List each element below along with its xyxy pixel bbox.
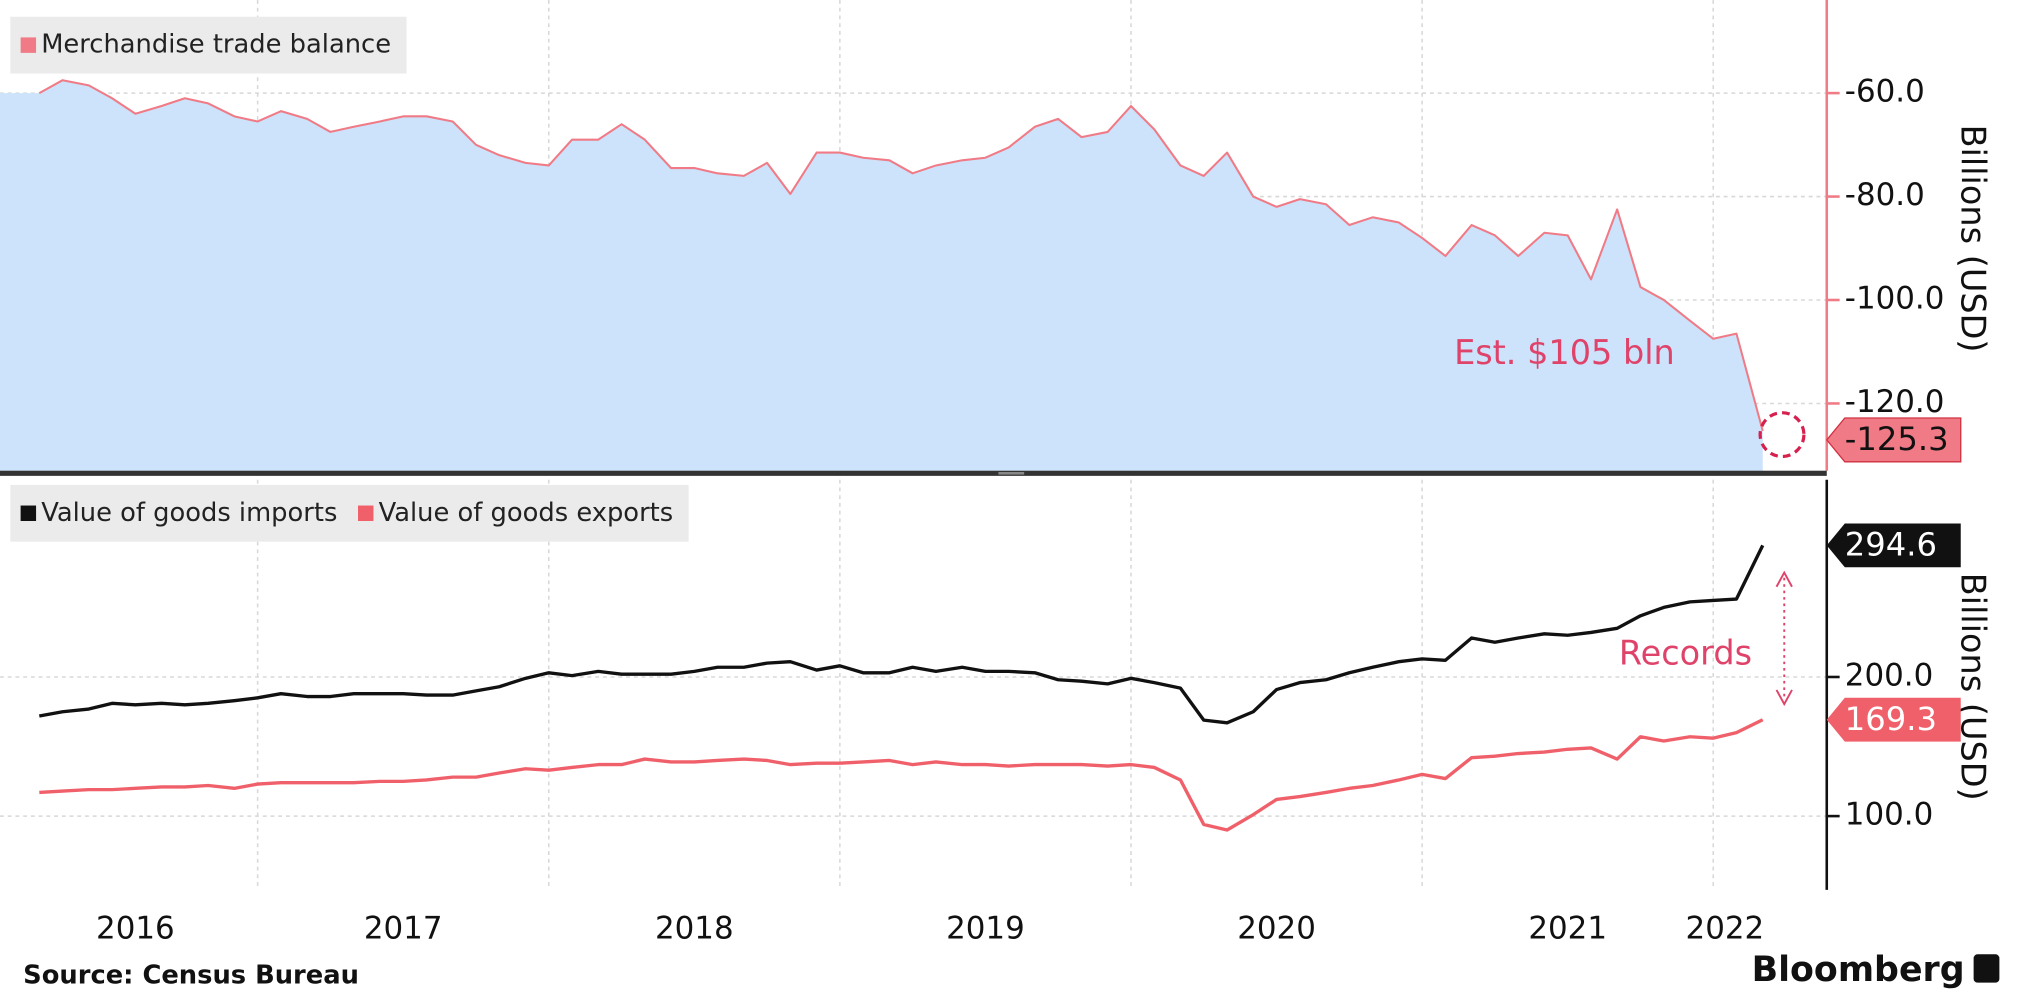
legend-background [10,484,689,542]
panel-divider [0,470,1827,476]
legend-swatch [20,505,37,522]
x-tick-label: 2022 [1686,910,1765,946]
line [38,79,1764,432]
annotation: Est. $105 bln [1454,333,1675,372]
brand-logo [1973,954,2000,983]
value-tag [1826,697,1961,742]
brand: Bloomberg [1752,950,1965,990]
y-tick-label: -120.0 [1845,384,1945,420]
legend-background [10,16,407,74]
area [0,80,1763,471]
arrow-head [1775,570,1793,707]
legend-swatch [358,505,374,522]
x-tick-label: 2019 [946,910,1025,946]
legend-label: Value of goods exports [379,498,674,528]
highlight-circle [1758,411,1806,459]
value-tag [1826,523,1961,568]
x-tick-label: 2017 [364,910,443,946]
y-tick-label: -80.0 [1845,177,1925,213]
legend-label: Merchandise trade balance [41,30,391,60]
y-tick-label: 200.0 [1845,657,1933,693]
line [38,544,1765,725]
y-tick-label: -100.0 [1845,280,1945,316]
value-label: -125.3 [1845,420,1949,458]
legend-swatch [20,37,37,53]
line [39,718,1764,832]
y-tick-label: 100.0 [1845,797,1933,833]
value-tag [1825,417,1962,463]
x-tick-label: 2021 [1528,910,1607,946]
value-label: 294.6 [1845,526,1937,564]
y-axis-title: Billions (USD) [1954,125,1993,353]
annotation: Records [1619,634,1752,673]
value-label: 169.3 [1845,700,1937,738]
panel-divider-handle [998,471,1025,475]
x-tick-label: 2016 [96,910,175,946]
y-axis-title: Billions (USD) [1954,573,1993,801]
x-tick-label: 2020 [1237,910,1316,946]
source: Source: Census Bureau [23,961,359,991]
x-tick-label: 2018 [655,910,734,946]
legend-label: Value of goods imports [41,498,337,528]
y-tick-label: -60.0 [1845,74,1925,110]
